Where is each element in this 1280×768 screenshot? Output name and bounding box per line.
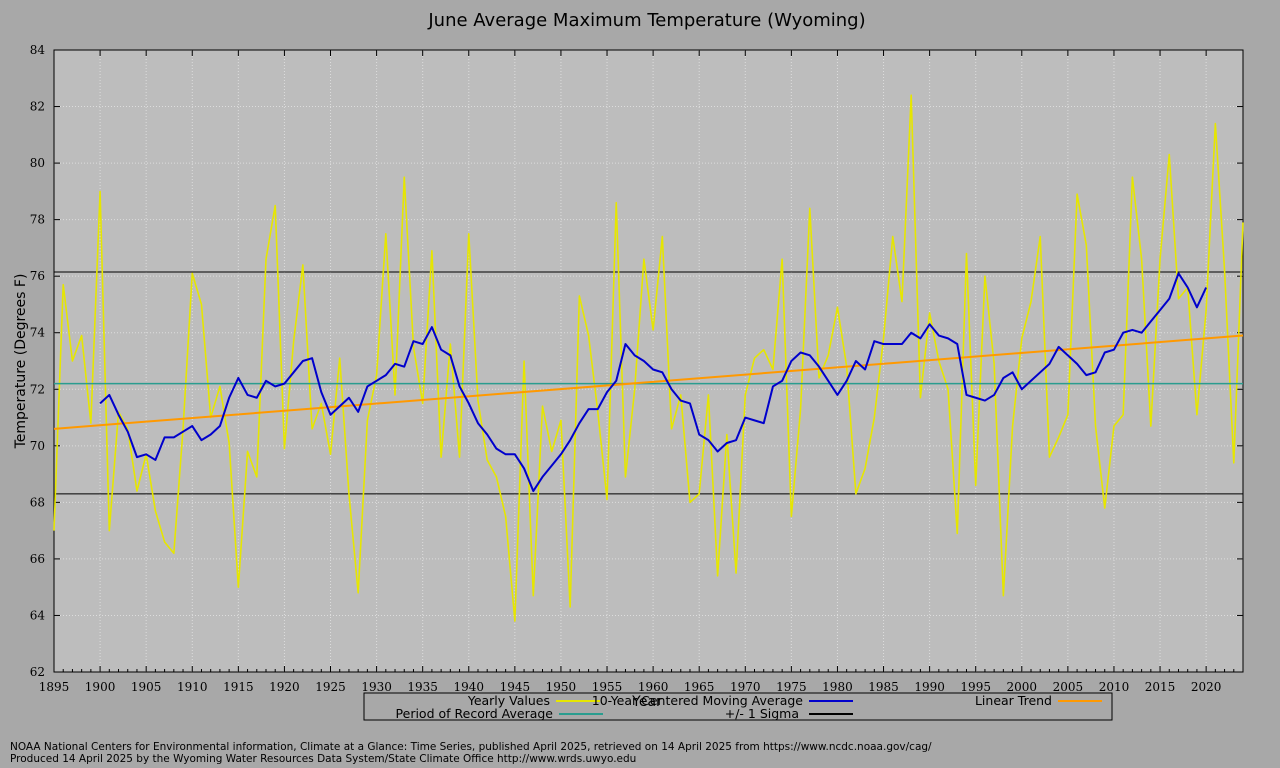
legend: Yearly Values 10-Year Centered Moving Ave…: [363, 692, 1113, 721]
x-tick-label: 1905: [131, 680, 162, 694]
y-tick-label: 78: [30, 213, 45, 227]
legend-sigma-label: +/- 1 Sigma: [725, 706, 799, 721]
y-tick-label: 74: [30, 326, 46, 340]
x-tick-label: 1945: [500, 680, 531, 694]
x-tick-label: 1910: [177, 680, 208, 694]
x-tick-label: 1980: [822, 680, 853, 694]
yearly-values-line: [53, 94, 1244, 622]
grid: [54, 50, 1243, 672]
chart: June Average Maximum Temperature (Wyomin…: [13, 10, 1244, 721]
x-tick-label: 1920: [269, 680, 300, 694]
x-tick-label: 1970: [730, 680, 761, 694]
credits: NOAA National Centers for Environmental …: [10, 741, 932, 765]
x-tick-label: 2000: [1007, 680, 1038, 694]
legend-linear-trend-label: Linear Trend: [975, 693, 1052, 708]
legend-moving-average-label: 10-Year Centered Moving Average: [592, 693, 804, 708]
x-tick-label: 1900: [85, 680, 116, 694]
legend-period-average-label: Period of Record Average: [396, 706, 554, 721]
x-tick-label: 1995: [960, 680, 991, 694]
y-tick-label: 80: [30, 156, 45, 170]
chart-title: June Average Maximum Temperature (Wyomin…: [427, 10, 865, 31]
x-tick-label: 1935: [407, 680, 438, 694]
x-tick-label: 1975: [776, 680, 807, 694]
x-tick-label: 1915: [223, 680, 254, 694]
x-tick-label: 1950: [546, 680, 577, 694]
axes: 62 64 66 68 70 72 74 76 78 80 82 84 1895 1900 1905 1910…: [30, 43, 1243, 694]
x-tick-label: 1895: [39, 680, 70, 694]
x-tick-label: 2005: [1053, 680, 1084, 694]
linear-trend-line: [53, 334, 1244, 430]
moving-average-line: [99, 272, 1208, 493]
credit-line-2: Produced 14 April 2025 by the Wyoming Wa…: [10, 753, 637, 765]
y-tick-label: 72: [30, 382, 45, 396]
y-axis-label: Temperature (Degrees F): [13, 274, 29, 450]
y-tick-label: 70: [30, 439, 45, 453]
y-tick-label: 76: [30, 269, 45, 283]
y-tick-label: 84: [30, 43, 46, 57]
plot-area: [53, 49, 1244, 673]
x-tick-label: 1965: [684, 680, 715, 694]
x-tick-label: 1940: [453, 680, 484, 694]
x-tick-label: 2020: [1191, 680, 1222, 694]
x-tick-label: 1955: [592, 680, 623, 694]
legend-box: [363, 692, 1113, 721]
y-tick-label: 82: [30, 100, 45, 114]
credit-line-1: NOAA National Centers for Environmental …: [10, 741, 932, 753]
x-tick-label: 1930: [361, 680, 392, 694]
y-tick-label: 68: [30, 495, 45, 509]
series-layer: [53, 94, 1244, 622]
legend-yearly-label: Yearly Values: [467, 693, 550, 708]
x-tick-label: 2010: [1099, 680, 1130, 694]
x-tick-label: 1990: [914, 680, 945, 694]
y-tick-label: 66: [30, 552, 45, 566]
y-tick-label: 64: [30, 608, 46, 622]
x-tick-label: 1925: [315, 680, 346, 694]
x-tick-label: 1960: [638, 680, 669, 694]
x-tick-label: 1985: [868, 680, 899, 694]
x-tick-label: 2015: [1145, 680, 1176, 694]
x-axis-label: Year: [631, 694, 662, 710]
y-tick-label: 62: [30, 665, 45, 679]
